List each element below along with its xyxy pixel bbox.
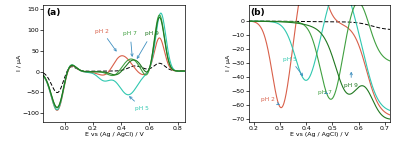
- Text: (b): (b): [250, 8, 264, 17]
- Y-axis label: I / μA: I / μA: [17, 55, 22, 71]
- Text: (a): (a): [46, 8, 61, 17]
- Y-axis label: I / μA: I / μA: [226, 55, 231, 71]
- Text: pH 7: pH 7: [123, 31, 137, 56]
- X-axis label: E vs (Ag / AgCl) / V: E vs (Ag / AgCl) / V: [290, 132, 349, 137]
- X-axis label: E vs (Ag / AgCl) / V: E vs (Ag / AgCl) / V: [85, 132, 143, 137]
- Text: pH 5: pH 5: [130, 97, 149, 111]
- Text: pH 7: pH 7: [318, 90, 332, 95]
- Text: pH 5: pH 5: [283, 57, 303, 76]
- Text: pH 9: pH 9: [137, 31, 158, 58]
- Text: pH 2: pH 2: [261, 97, 279, 105]
- Text: pH 2: pH 2: [95, 29, 116, 51]
- Text: pH 9: pH 9: [344, 73, 358, 88]
